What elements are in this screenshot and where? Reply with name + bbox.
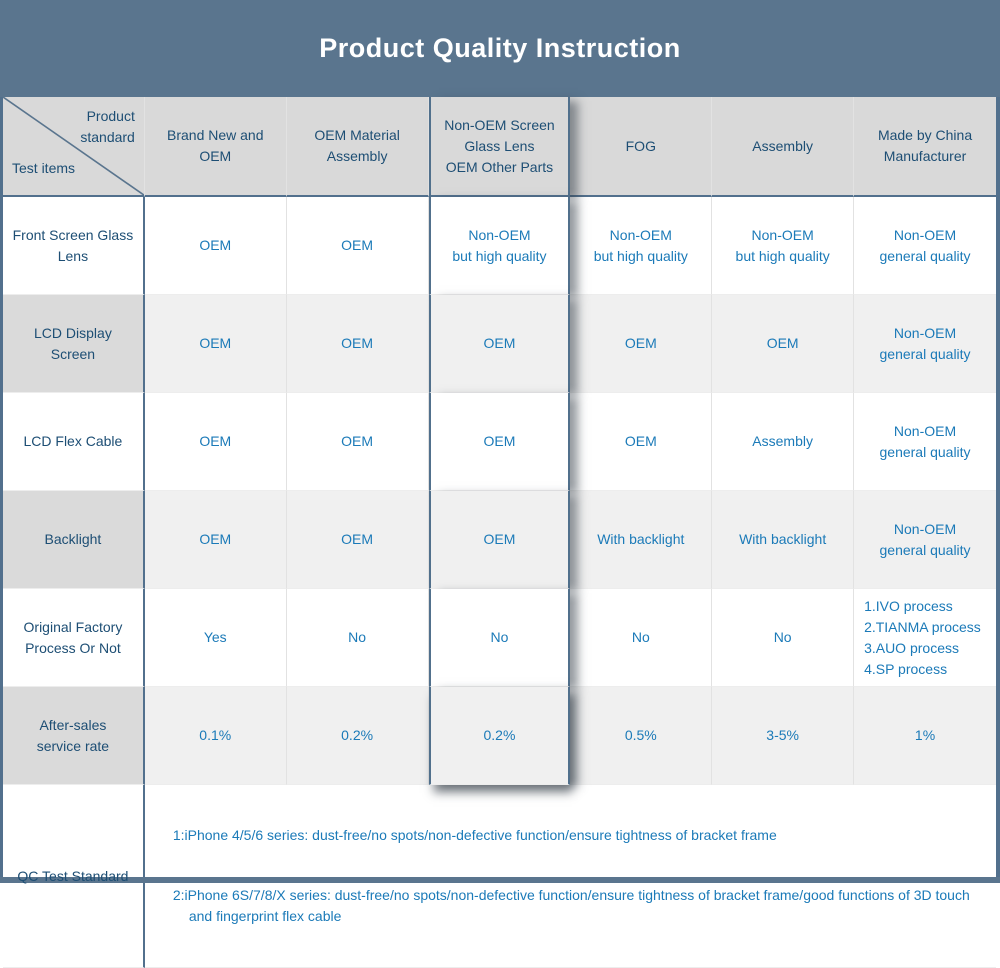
bottom-accent-band — [0, 877, 1000, 883]
title-banner: Product Quality Instruction — [0, 0, 1000, 97]
col-header-oem-material-assembly: OEM Material Assembly — [286, 97, 429, 197]
value-cell: No — [286, 589, 429, 687]
row-label-backlight: Backlight — [3, 491, 145, 589]
qc-standard-line-2: 2:iPhone 6S/7/8/X series: dust-free/no s… — [172, 887, 970, 924]
value-cell: OEM — [570, 393, 713, 491]
value-cell: Assembly — [712, 393, 855, 491]
value-cell: No — [570, 589, 713, 687]
value-cell-highlighted: Non-OEM but high quality — [428, 197, 571, 295]
value-cell: 1% — [854, 687, 996, 785]
col-header-non-oem-screen-glass-lens: Non-OEM Screen Glass Lens OEM Other Part… — [428, 97, 571, 197]
corner-test-items-label: Test items — [12, 160, 76, 176]
value-cell: OEM — [144, 393, 287, 491]
value-cell: OEM — [570, 295, 713, 393]
value-cell: Yes — [144, 589, 287, 687]
value-cell: Non-OEM general quality — [854, 491, 996, 589]
row-label-qc-test-standard: QC Test Standard — [3, 785, 145, 968]
row-label-lcd-display-screen: LCD Display Screen — [3, 295, 145, 393]
corner-product-standard-label: Product standard — [80, 108, 135, 145]
page-title: Product Quality Instruction — [319, 33, 681, 63]
value-cell: Non-OEM but high quality — [712, 197, 855, 295]
value-cell: Non-OEM but high quality — [570, 197, 713, 295]
value-cell: OEM — [144, 295, 287, 393]
value-cell: With backlight — [712, 491, 855, 589]
product-quality-table: Product standard Test items Brand New an… — [3, 97, 996, 968]
value-cell: With backlight — [570, 491, 713, 589]
value-cell: 0.2% — [286, 687, 429, 785]
row-label-after-sales-service-rate: After-sales service rate — [3, 687, 145, 785]
value-cell: Non-OEM general quality — [854, 197, 996, 295]
value-cell: No — [712, 589, 855, 687]
value-cell: OEM — [286, 197, 429, 295]
col-header-fog: FOG — [570, 97, 713, 197]
product-quality-table-frame: Product standard Test items Brand New an… — [0, 97, 1000, 968]
col-header-brand-new-and-oem: Brand New and OEM — [144, 97, 287, 197]
value-cell: OEM — [286, 393, 429, 491]
row-front-screen-glass-lens: Front Screen Glass Lens OEM OEM Non-OEM … — [3, 197, 996, 295]
value-cell: 0.5% — [570, 687, 713, 785]
value-cell-highlighted: OEM — [428, 393, 571, 491]
row-original-factory-process: Original Factory Process Or Not Yes No N… — [3, 589, 996, 687]
value-cell-highlighted: OEM — [428, 295, 571, 393]
row-lcd-display-screen: LCD Display Screen OEM OEM OEM OEM OEM N… — [3, 295, 996, 393]
row-label-original-factory-process: Original Factory Process Or Not — [3, 589, 145, 687]
row-label-front-screen-glass-lens: Front Screen Glass Lens — [3, 197, 145, 295]
value-cell: OEM — [144, 197, 287, 295]
value-cell: Non-OEM general quality — [854, 295, 996, 393]
value-cell: OEM — [144, 491, 287, 589]
value-cell: 3-5% — [712, 687, 855, 785]
diagonal-divider-line — [3, 97, 144, 195]
value-cell-highlighted: OEM — [428, 491, 571, 589]
corner-cell: Product standard Test items — [3, 97, 145, 197]
col-header-made-by-china-manufacturer: Made by China Manufacturer — [854, 97, 996, 197]
row-backlight: Backlight OEM OEM OEM With backlight Wit… — [3, 491, 996, 589]
value-cell: OEM — [712, 295, 855, 393]
value-cell-process-list: 1.IVO process 2.TIANMA process 3.AUO pro… — [854, 589, 996, 687]
value-cell-highlighted: No — [428, 589, 571, 687]
value-cell: OEM — [286, 295, 429, 393]
row-lcd-flex-cable: LCD Flex Cable OEM OEM OEM OEM Assembly … — [3, 393, 996, 491]
qc-standard-line-1: 1:iPhone 4/5/6 series: dust-free/no spot… — [172, 827, 777, 843]
value-cell: Non-OEM general quality — [854, 393, 996, 491]
col-header-assembly: Assembly — [712, 97, 855, 197]
value-cell: OEM — [286, 491, 429, 589]
row-label-lcd-flex-cable: LCD Flex Cable — [3, 393, 145, 491]
row-after-sales-service-rate: After-sales service rate 0.1% 0.2% 0.2% … — [3, 687, 996, 785]
header-row: Product standard Test items Brand New an… — [3, 97, 996, 197]
value-cell-highlighted: 0.2% — [428, 687, 571, 785]
value-cell: 0.1% — [144, 687, 287, 785]
